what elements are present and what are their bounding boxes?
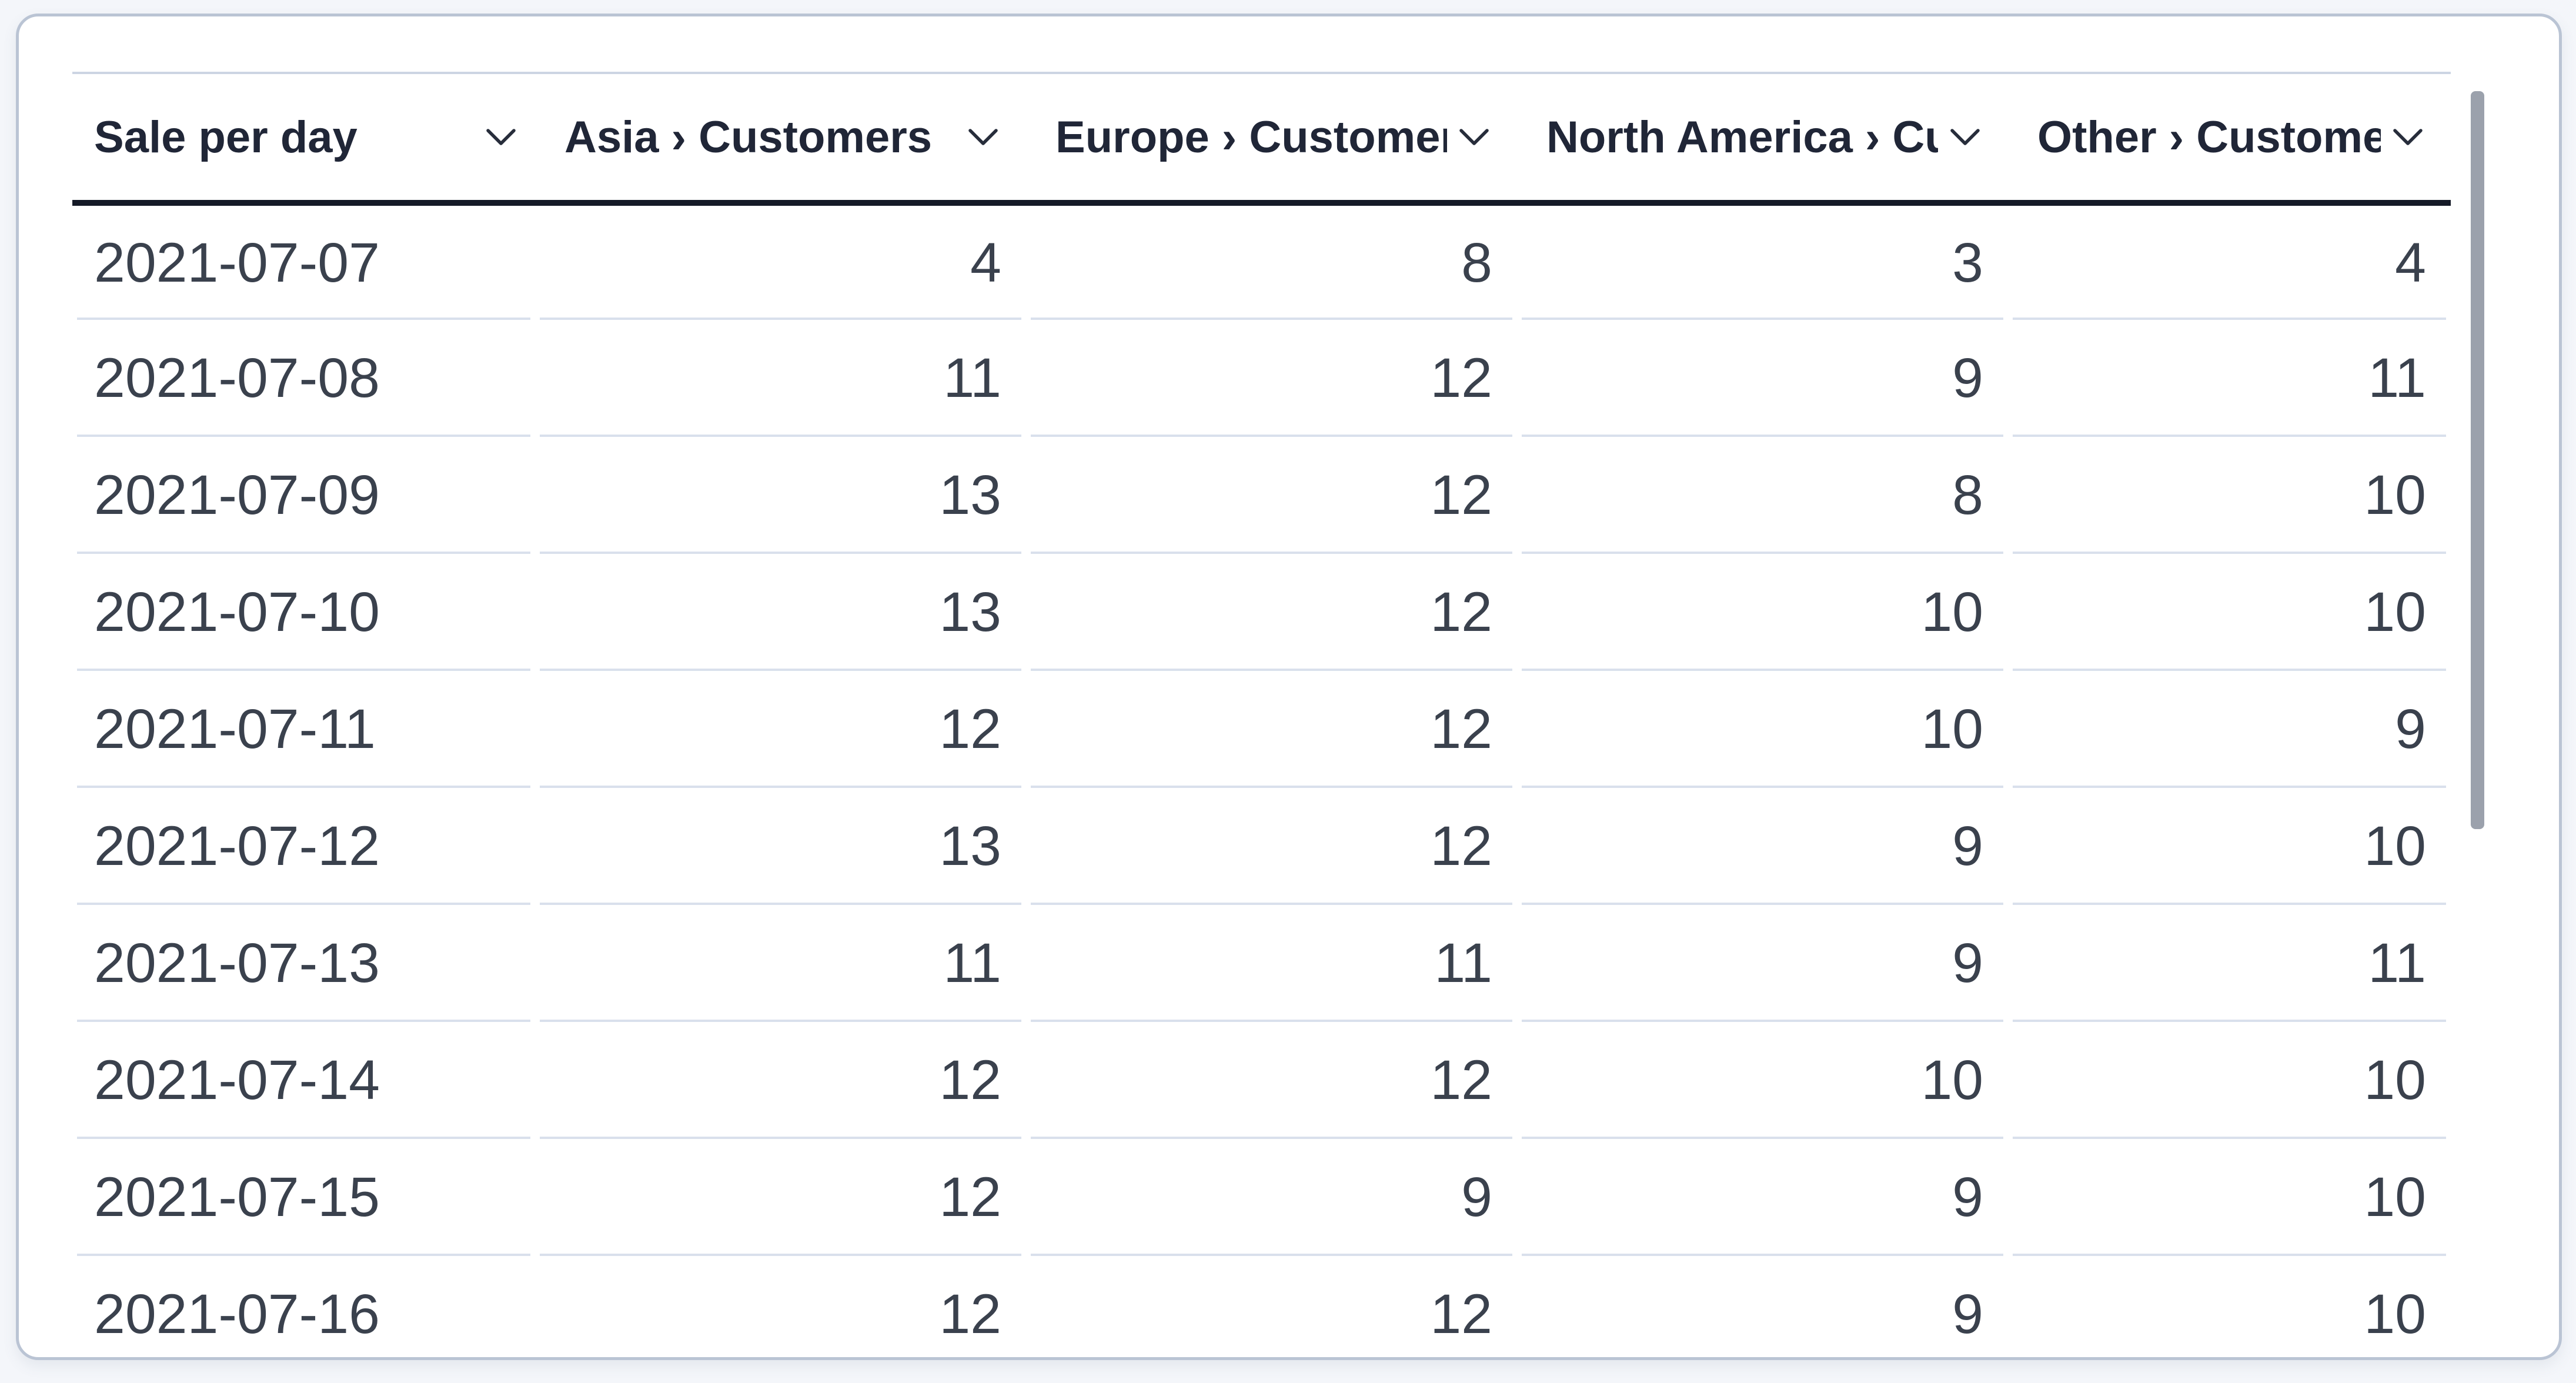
column-header-label: Sale per day <box>94 112 358 162</box>
europe-value-cell: 12 <box>1026 320 1517 437</box>
other-value-cell: 10 <box>2008 554 2451 671</box>
chevron-down-icon[interactable] <box>485 126 517 148</box>
europe-value-cell: 9 <box>1026 1139 1517 1256</box>
chevron-down-icon[interactable] <box>1458 126 1491 148</box>
europe-value-cell: 12 <box>1026 437 1517 554</box>
table-row: 2021-07-13 11 11 9 11 <box>72 905 2451 1022</box>
chevron-down-icon[interactable] <box>2391 126 2424 148</box>
table-row: 2021-07-11 12 12 10 9 <box>72 671 2451 788</box>
europe-value-cell: 12 <box>1026 671 1517 788</box>
other-value-cell: 4 <box>2008 203 2451 320</box>
asia-value-cell: 13 <box>535 554 1026 671</box>
asia-value-cell: 12 <box>535 1022 1026 1139</box>
europe-value-cell: 12 <box>1026 788 1517 905</box>
table-row: 2021-07-12 13 12 9 10 <box>72 788 2451 905</box>
other-value-cell: 10 <box>2008 437 2451 554</box>
column-header-europe-customers[interactable]: Europe › Customers <box>1026 72 1517 206</box>
other-value-cell: 10 <box>2008 788 2451 905</box>
europe-value-cell: 11 <box>1026 905 1517 1022</box>
asia-value-cell: 13 <box>535 788 1026 905</box>
table-row: 2021-07-14 12 12 10 10 <box>72 1022 2451 1139</box>
date-cell: 2021-07-08 <box>72 320 535 437</box>
other-value-cell: 11 <box>2008 320 2451 437</box>
column-header-north-america-customers[interactable]: North America › Customers <box>1517 72 2008 206</box>
column-header-sale-per-day[interactable]: Sale per day <box>72 72 535 206</box>
column-header-label: Asia › Customers <box>564 112 933 162</box>
table-area: Sale per day Asia › Customers <box>19 16 2451 1357</box>
asia-value-cell: 11 <box>535 320 1026 437</box>
header-row: Sale per day Asia › Customers <box>72 72 2451 206</box>
other-value-cell: 10 <box>2008 1139 2451 1256</box>
column-header-label: North America › Customers <box>1546 112 1938 162</box>
north-america-value-cell: 8 <box>1517 437 2008 554</box>
asia-value-cell: 4 <box>535 203 1026 320</box>
table-row: 2021-07-07 4 8 3 4 <box>72 203 2451 320</box>
north-america-value-cell: 9 <box>1517 788 2008 905</box>
table-row: 2021-07-15 12 9 9 10 <box>72 1139 2451 1256</box>
date-cell: 2021-07-11 <box>72 671 535 788</box>
table-row: 2021-07-10 13 12 10 10 <box>72 554 2451 671</box>
north-america-value-cell: 9 <box>1517 1256 2008 1357</box>
europe-value-cell: 12 <box>1026 554 1517 671</box>
north-america-value-cell: 10 <box>1517 554 2008 671</box>
date-cell: 2021-07-10 <box>72 554 535 671</box>
europe-value-cell: 12 <box>1026 1256 1517 1357</box>
column-header-asia-customers[interactable]: Asia › Customers <box>535 72 1026 206</box>
table-row: 2021-07-09 13 12 8 10 <box>72 437 2451 554</box>
chevron-down-icon[interactable] <box>1949 126 1982 148</box>
table-card: Sale per day Asia › Customers <box>16 14 2562 1360</box>
north-america-value-cell: 9 <box>1517 1139 2008 1256</box>
other-value-cell: 10 <box>2008 1256 2451 1357</box>
other-value-cell: 11 <box>2008 905 2451 1022</box>
date-cell: 2021-07-14 <box>72 1022 535 1139</box>
asia-value-cell: 11 <box>535 905 1026 1022</box>
other-value-cell: 9 <box>2008 671 2451 788</box>
date-cell: 2021-07-16 <box>72 1256 535 1357</box>
north-america-value-cell: 3 <box>1517 203 2008 320</box>
sales-table: Sale per day Asia › Customers <box>72 72 2451 1357</box>
date-cell: 2021-07-07 <box>72 203 535 320</box>
table-row: 2021-07-08 11 12 9 11 <box>72 320 2451 437</box>
asia-value-cell: 12 <box>535 671 1026 788</box>
date-cell: 2021-07-12 <box>72 788 535 905</box>
other-value-cell: 10 <box>2008 1022 2451 1139</box>
date-cell: 2021-07-09 <box>72 437 535 554</box>
north-america-value-cell: 9 <box>1517 905 2008 1022</box>
asia-value-cell: 13 <box>535 437 1026 554</box>
column-header-label: Europe › Customers <box>1055 112 1447 162</box>
column-header-label: Other › Customers <box>2037 112 2381 162</box>
north-america-value-cell: 10 <box>1517 671 2008 788</box>
north-america-value-cell: 9 <box>1517 320 2008 437</box>
asia-value-cell: 12 <box>535 1256 1026 1357</box>
asia-value-cell: 12 <box>535 1139 1026 1256</box>
vertical-scrollbar-thumb[interactable] <box>2471 91 2484 829</box>
date-cell: 2021-07-15 <box>72 1139 535 1256</box>
column-header-other-customers[interactable]: Other › Customers <box>2008 72 2451 206</box>
table-row: 2021-07-16 12 12 9 10 <box>72 1256 2451 1357</box>
europe-value-cell: 8 <box>1026 203 1517 320</box>
chevron-down-icon[interactable] <box>967 126 1000 148</box>
europe-value-cell: 12 <box>1026 1022 1517 1139</box>
date-cell: 2021-07-13 <box>72 905 535 1022</box>
north-america-value-cell: 10 <box>1517 1022 2008 1139</box>
